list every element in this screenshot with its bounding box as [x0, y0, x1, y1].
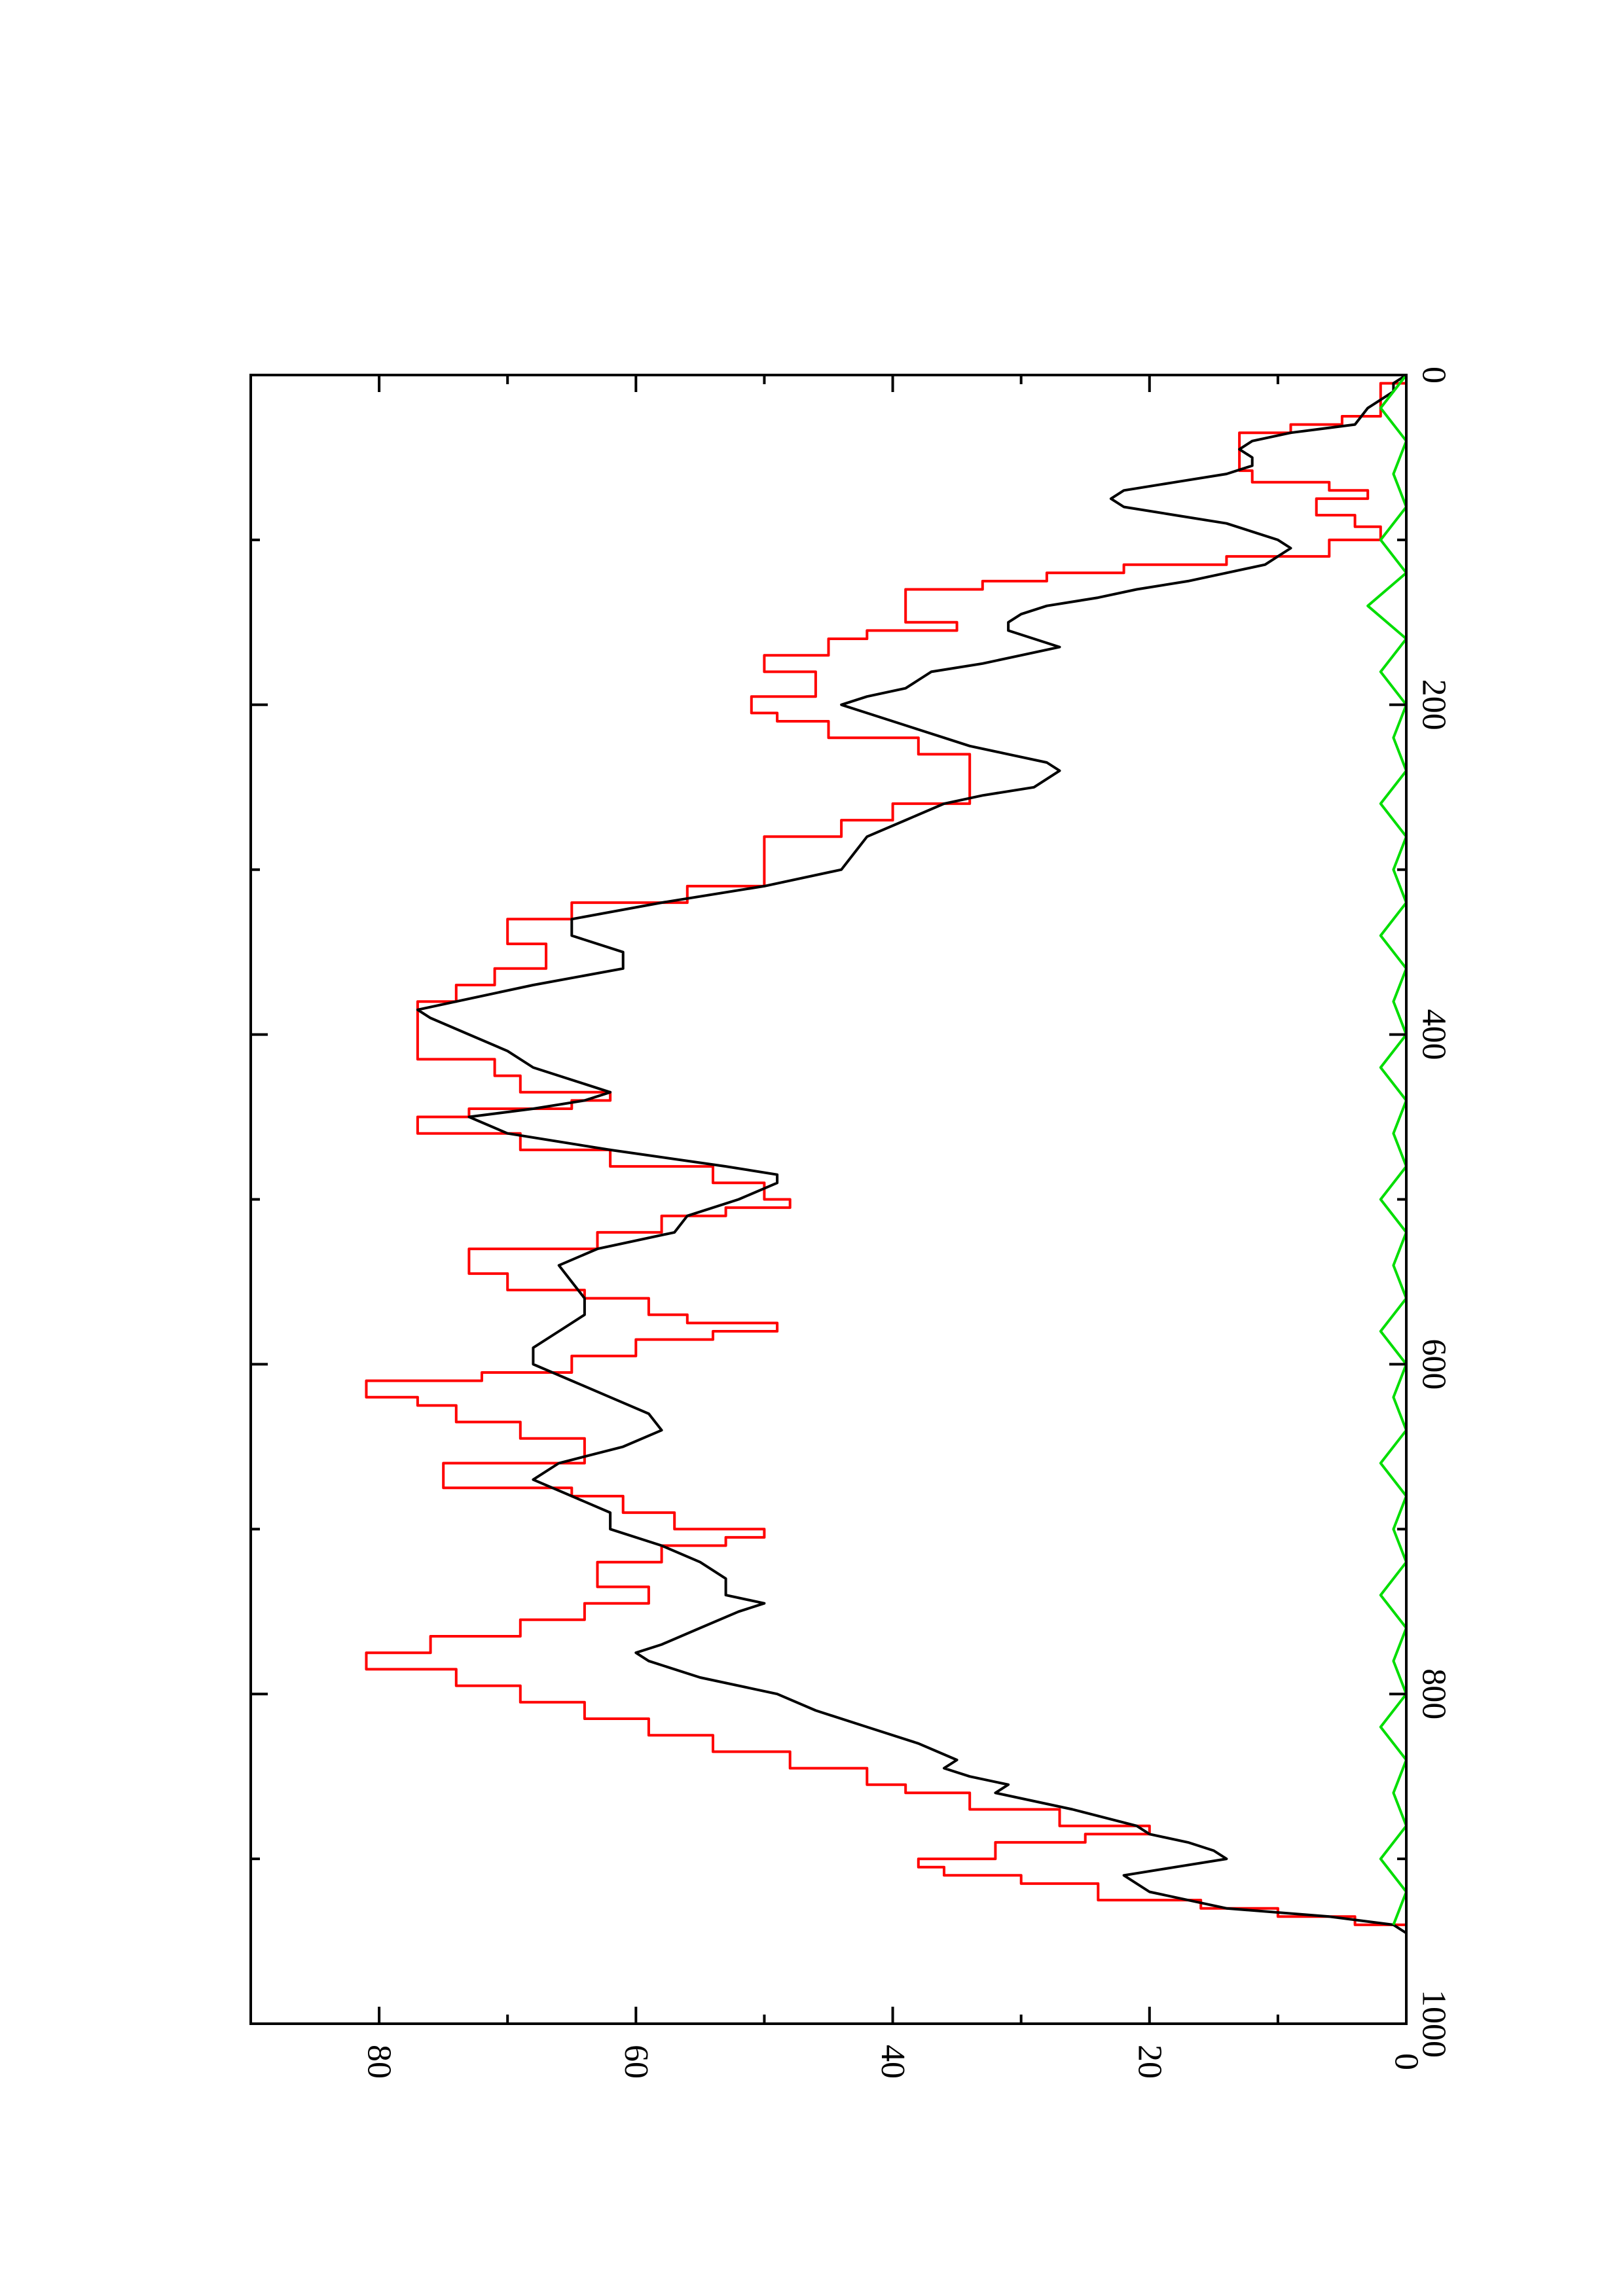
plot-frame — [249, 374, 1408, 2025]
x-tick-label: 200 — [1415, 679, 1453, 730]
x-tick-label: 400 — [1415, 1009, 1453, 1060]
series-layer — [365, 374, 1408, 1935]
y-tick-label: 80 — [361, 2045, 398, 2079]
y-tick-label: 0 — [1388, 2053, 1425, 2070]
tick-layer — [251, 374, 1408, 2025]
x-tick-label: 600 — [1415, 1338, 1453, 1390]
y-tick-label: 20 — [1131, 2045, 1168, 2079]
y-tick-label: 60 — [617, 2045, 655, 2079]
x-tick-label: 1000 — [1415, 1990, 1453, 2058]
x-tick-label: 800 — [1415, 1668, 1453, 1719]
y-tick-label: 40 — [874, 2045, 911, 2079]
series-1-line — [416, 374, 1408, 1935]
series-2-line — [1366, 374, 1408, 1926]
x-tick-label: 0 — [1415, 367, 1453, 384]
series-0-line — [365, 375, 1408, 1926]
